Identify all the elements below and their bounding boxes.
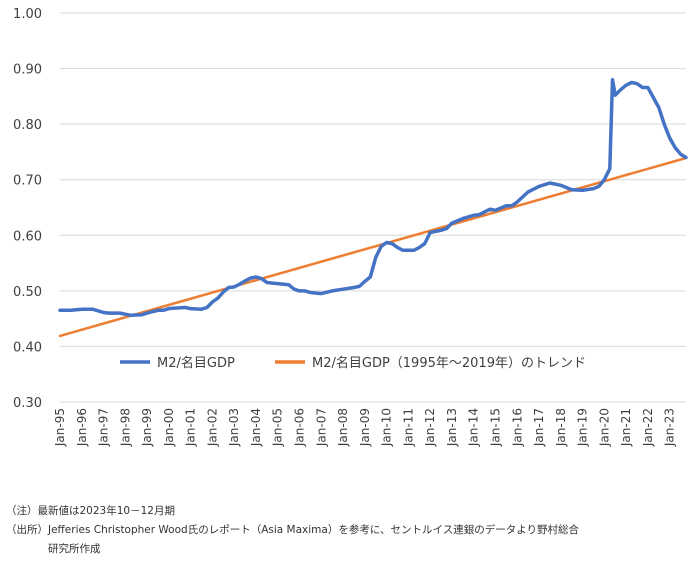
x-tick-label: Jan-06	[293, 408, 307, 447]
x-tick-label: Jan-98	[118, 408, 132, 447]
series-line-trend	[58, 156, 688, 338]
y-tick-label: 0.70	[13, 174, 42, 189]
legend: M2/名目GDP M2/名目GDP（1995年～2019年）のトレンド	[120, 355, 586, 371]
x-tick-label: Jan-02	[205, 408, 219, 447]
y-tick-label: 0.80	[13, 118, 42, 133]
x-tick-label: Jan-18	[554, 408, 568, 447]
note-latest: （注）最新値は2023年10－12月期	[6, 505, 175, 517]
y-axis-ticks: 0.30 0.40 0.50 0.60 0.70 0.80 0.90 1.00	[13, 7, 42, 411]
y-tick-label: 1.00	[13, 7, 42, 22]
x-tick-label: Jan-04	[249, 408, 263, 447]
x-tick-label: Jan-09	[358, 408, 372, 447]
line-chart: 0.300.400.500.600.700.800.901.00 Jan-95 J…	[13, 7, 688, 447]
x-tick-label: Jan-16	[510, 408, 524, 447]
note-source-cont: 研究所作成	[48, 543, 101, 555]
y-tick-label: 0.40	[13, 340, 42, 355]
x-tick-label: Jan-17	[532, 408, 546, 447]
x-tick-label: Jan-14	[467, 408, 481, 447]
x-tick-label: Jan-00	[162, 408, 176, 447]
series-lines	[58, 77, 688, 338]
x-tick-label: Jan-15	[488, 408, 502, 447]
x-tick-label: Jan-96	[75, 408, 89, 447]
x-tick-label: Jan-01	[184, 408, 198, 447]
x-tick-label: Jan-03	[227, 408, 241, 447]
x-tick-label: Jan-21	[619, 408, 633, 447]
legend-label-m2: M2/名目GDP	[157, 355, 235, 371]
x-tick-label: Jan-99	[140, 408, 154, 447]
y-tick-label: 0.50	[13, 285, 42, 300]
x-tick-label: Jan-13	[445, 408, 459, 447]
x-tick-label: Jan-05	[271, 408, 285, 447]
x-tick-label: Jan-08	[336, 408, 350, 447]
y-tick-label: 0.60	[13, 229, 42, 244]
x-tick-label: Jan-12	[423, 408, 437, 447]
x-tick-label: Jan-07	[314, 408, 328, 447]
note-source: （出所）Jefferies Christopher Wood氏のレポート（Asi…	[6, 524, 579, 536]
x-axis-ticks: Jan-95 Jan-96 Jan-97 Jan-98 Jan-99 Jan-00 Jan-…	[53, 408, 677, 447]
legend-label-trend: M2/名目GDP（1995年～2019年）のトレンド	[312, 355, 586, 371]
x-tick-label: Jan-20	[597, 408, 611, 447]
x-tick-label: Jan-95	[53, 408, 67, 447]
gridlines	[60, 12, 686, 403]
y-tick-label: 0.90	[13, 63, 42, 78]
x-tick-label: Jan-97	[97, 408, 111, 447]
x-tick-label: Jan-19	[576, 408, 590, 447]
x-tick-label: Jan-23	[663, 408, 677, 447]
y-tick-label: 0.30	[13, 396, 42, 411]
series-line-m2	[58, 77, 688, 318]
x-tick-label: Jan-10	[380, 408, 394, 447]
x-tick-label: Jan-11	[401, 408, 415, 447]
x-tick-label: Jan-22	[641, 408, 655, 447]
